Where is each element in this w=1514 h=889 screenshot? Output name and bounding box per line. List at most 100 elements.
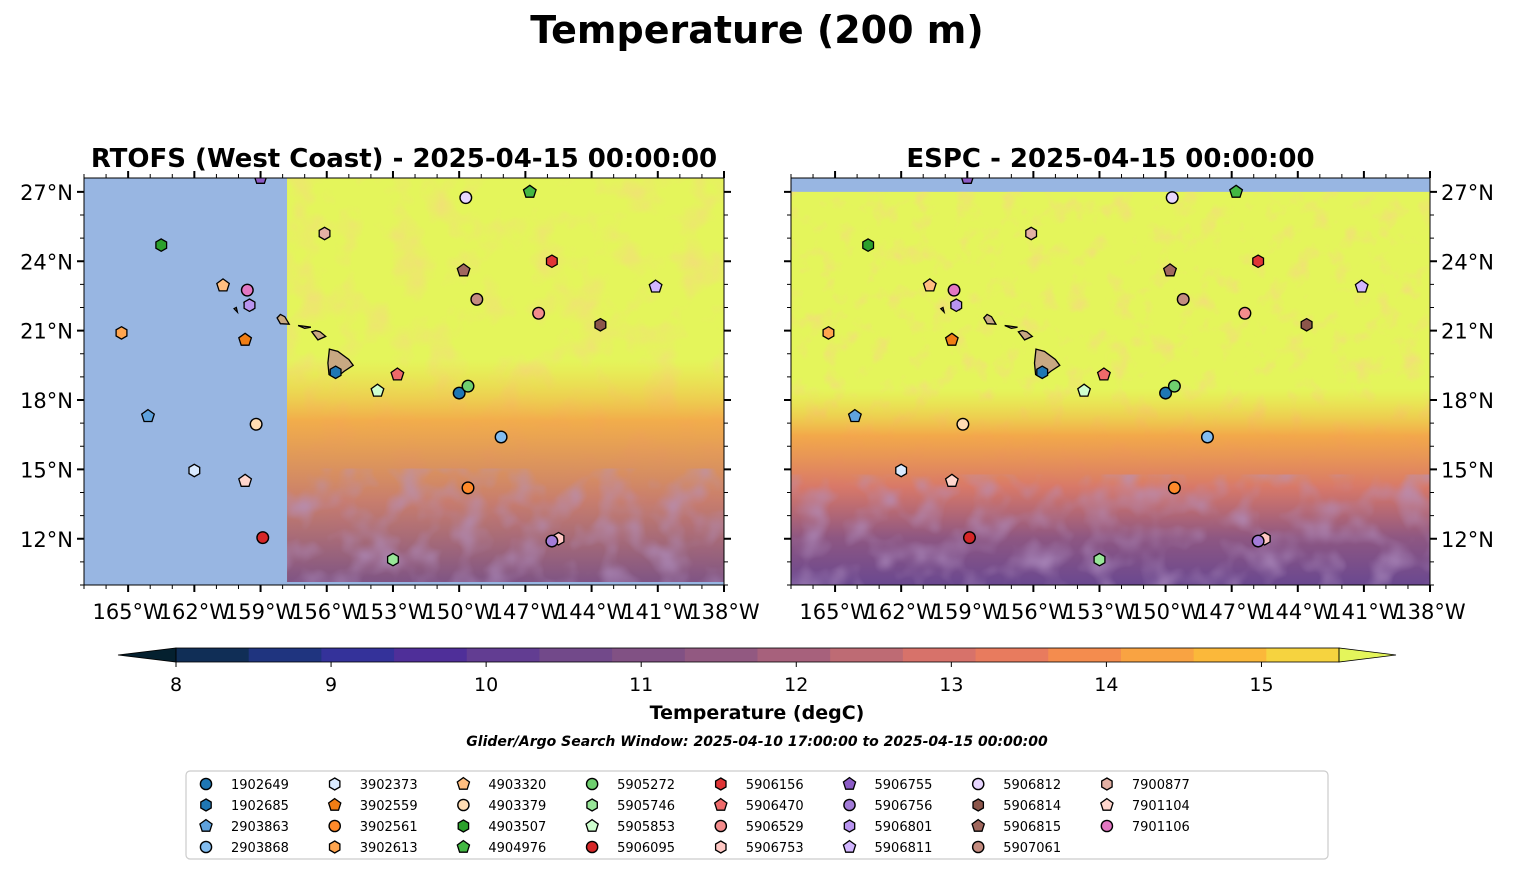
lon-tick-label: 153°W bbox=[357, 600, 429, 624]
legend-label-4903507: 4903507 bbox=[488, 820, 546, 835]
platform-marker-5905272 bbox=[1167, 379, 1181, 393]
platform-marker-5907061 bbox=[1176, 292, 1190, 306]
platform-marker-3902373 bbox=[188, 463, 201, 478]
legend-label-5905853: 5905853 bbox=[617, 820, 675, 835]
legend-item-5906811: 5906811 bbox=[842, 839, 932, 856]
legend-marker-5906470 bbox=[713, 797, 728, 811]
legend-label-5906095: 5906095 bbox=[617, 841, 675, 856]
island-3 bbox=[982, 313, 998, 325]
lon-tick-label: 159°W bbox=[225, 600, 297, 624]
legend-label-5905272: 5905272 bbox=[617, 778, 675, 793]
lat-tick-label: 27°N bbox=[1441, 181, 1494, 205]
platform-marker-5905853 bbox=[1077, 383, 1092, 397]
colorbar-tick-label: 15 bbox=[1249, 674, 1273, 696]
legend-item-5906529: 5906529 bbox=[714, 819, 804, 835]
legend-marker-5907061 bbox=[971, 840, 985, 854]
lat-tick-label: 24°N bbox=[1441, 250, 1494, 274]
platform-marker-5906756 bbox=[1251, 534, 1265, 548]
island-1 bbox=[310, 329, 327, 341]
cool-water-texture bbox=[791, 474, 1430, 585]
legend-label-7900877: 7900877 bbox=[1132, 778, 1190, 793]
legend-item-5906815: 5906815 bbox=[971, 818, 1061, 835]
platform-marker-5906815 bbox=[456, 263, 471, 277]
platform-marker-7900877 bbox=[1025, 226, 1038, 241]
legend-label-5906815: 5906815 bbox=[1003, 820, 1061, 835]
lon-tick-label: 141°W bbox=[1328, 600, 1400, 624]
lat-tick-label: 21°N bbox=[1441, 320, 1494, 344]
colorbar-extend-high bbox=[1338, 647, 1397, 663]
island-2 bbox=[297, 324, 312, 329]
platform-marker-5907061 bbox=[470, 292, 484, 306]
legend-marker-5906529 bbox=[714, 819, 728, 833]
legend-item-5906755: 5906755 bbox=[842, 776, 933, 793]
legend-label-5906801: 5906801 bbox=[875, 820, 933, 835]
platform-marker-5906812 bbox=[1165, 191, 1179, 205]
lon-tick-label: 147°W bbox=[1196, 600, 1268, 624]
legend-label-7901106: 7901106 bbox=[1132, 820, 1190, 835]
legend-label-5906756: 5906756 bbox=[875, 799, 933, 814]
legend-marker-3902613 bbox=[328, 840, 341, 854]
legend-item-4904976: 4904976 bbox=[456, 839, 546, 856]
legend-marker-5906756 bbox=[843, 798, 856, 812]
lon-tick-label: 165°W bbox=[799, 600, 871, 624]
platform-marker-5906756 bbox=[545, 534, 559, 548]
lon-tick-label: 144°W bbox=[1262, 600, 1334, 624]
colorbar-tick-label: 11 bbox=[629, 674, 653, 696]
legend-marker-7901104 bbox=[1100, 797, 1114, 811]
legend-label-2903868: 2903868 bbox=[231, 841, 289, 856]
lon-tick-label: 150°W bbox=[423, 600, 495, 624]
lon-tick-label: 153°W bbox=[1064, 600, 1136, 624]
legend-item-5906095: 5906095 bbox=[585, 840, 675, 856]
legend-label-3902373: 3902373 bbox=[360, 778, 418, 793]
legend-marker-4904976 bbox=[456, 839, 471, 853]
platform-marker-4904976 bbox=[1229, 184, 1244, 198]
temperature-field bbox=[84, 178, 724, 585]
lon-tick-label: 162°W bbox=[865, 600, 937, 624]
platform-marker-7901106 bbox=[947, 283, 961, 297]
platform-marker-5906156 bbox=[545, 254, 558, 269]
platform-marker-3902561 bbox=[1167, 481, 1181, 495]
platform-marker-3902559 bbox=[944, 332, 959, 346]
colorbar-band bbox=[902, 648, 977, 662]
legend-label-5905746: 5905746 bbox=[617, 799, 675, 814]
legend-item-5906756: 5906756 bbox=[843, 798, 933, 814]
lat-tick-label: 12°N bbox=[1441, 528, 1494, 552]
map-frame bbox=[83, 177, 725, 586]
legend-label-5906470: 5906470 bbox=[746, 799, 804, 814]
legend-item-5906801: 5906801 bbox=[843, 819, 933, 835]
colorbar-band bbox=[394, 648, 468, 662]
lon-tick-label: 165°W bbox=[92, 600, 164, 624]
legend-item-5905746: 5905746 bbox=[586, 798, 675, 814]
colorbar-band bbox=[321, 648, 395, 662]
figure-title: Temperature (200 m) bbox=[530, 8, 983, 52]
colorbar-tick-label: 12 bbox=[784, 674, 808, 696]
platform-marker-5905746 bbox=[386, 552, 399, 567]
legend-label-5907061: 5907061 bbox=[1003, 841, 1061, 856]
legend-label-5906755: 5906755 bbox=[875, 778, 933, 793]
legend-item-5906814: 5906814 bbox=[972, 798, 1061, 814]
colorbar-extend-low bbox=[117, 647, 177, 663]
platform-marker-7901104 bbox=[944, 473, 959, 487]
legend-label-5906529: 5906529 bbox=[746, 820, 804, 835]
platform-marker-3902613 bbox=[115, 325, 128, 340]
legend-label-3902613: 3902613 bbox=[360, 841, 418, 856]
platform-marker-2903868 bbox=[1200, 430, 1214, 444]
temperature-colorbar: 8 9 10 11 12 13 14 15 bbox=[117, 647, 1397, 696]
platform-marker-1902685 bbox=[1036, 365, 1049, 380]
legend-marker-1902649 bbox=[199, 777, 213, 791]
legend-marker-2903868 bbox=[199, 840, 213, 854]
colorbar-tick-label: 8 bbox=[170, 674, 182, 696]
legend-label-4903320: 4903320 bbox=[488, 778, 546, 793]
platform-marker-5906801 bbox=[243, 298, 256, 313]
cool-water-texture bbox=[287, 468, 724, 582]
legend-marker-5906811 bbox=[842, 839, 857, 853]
platform-marker-5906814 bbox=[594, 317, 607, 332]
temperature-field bbox=[791, 178, 1430, 585]
lon-tick-label: 144°W bbox=[556, 600, 628, 624]
platform-marker-5906801 bbox=[950, 298, 963, 313]
legend-label-1902685: 1902685 bbox=[231, 799, 289, 814]
platform-marker-5906755 bbox=[960, 178, 974, 184]
island-5 bbox=[233, 306, 239, 315]
platform-marker-5906755 bbox=[254, 178, 267, 184]
